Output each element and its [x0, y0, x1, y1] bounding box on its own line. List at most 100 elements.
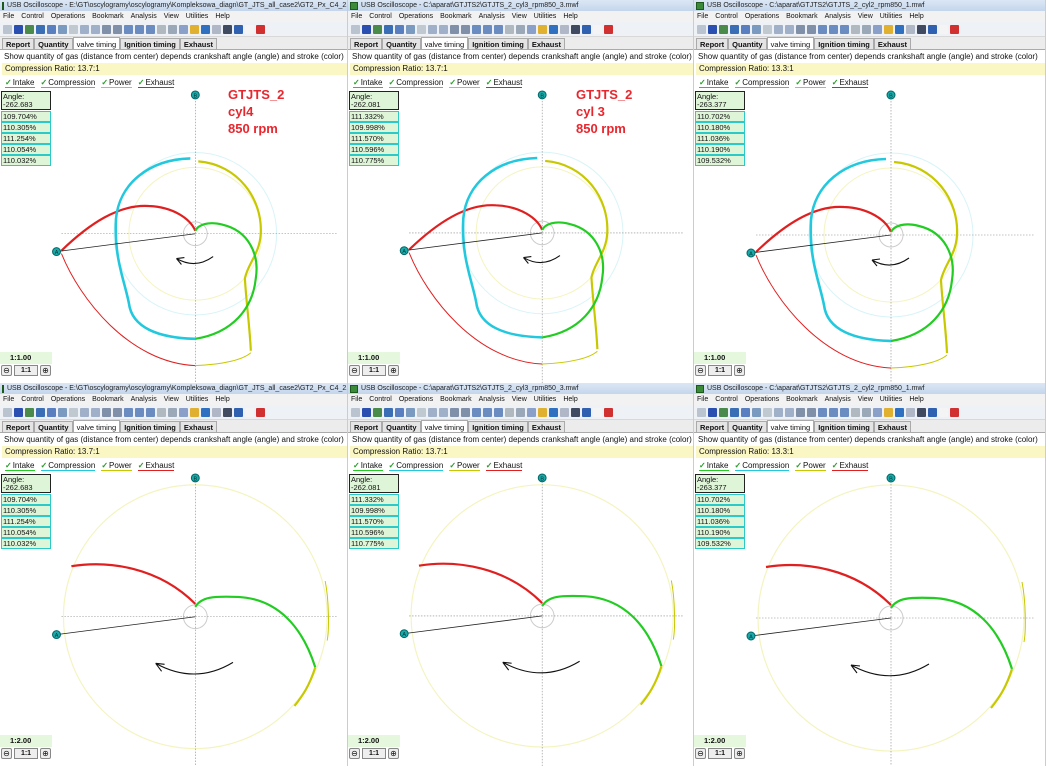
toolbar-button-icon[interactable]: [135, 24, 144, 34]
toolbar-button-icon[interactable]: [102, 24, 111, 34]
toolbar-button-icon[interactable]: [505, 24, 514, 34]
toolbar-button-icon[interactable]: [223, 24, 232, 34]
toolbar-button-icon[interactable]: [69, 24, 78, 34]
toolbar-button-icon[interactable]: [25, 407, 34, 417]
zoom-out-button[interactable]: ⊖: [349, 748, 360, 759]
toolbar-button-icon[interactable]: [461, 24, 470, 34]
marker-a-handle[interactable]: A: [52, 630, 61, 639]
legend-checkbox-intake[interactable]: ✓ Intake: [353, 461, 383, 471]
menu-item[interactable]: Operations: [50, 13, 86, 20]
marker-a-handle[interactable]: A: [746, 631, 756, 641]
toolbar-button-icon[interactable]: [538, 407, 547, 417]
menu-item[interactable]: View: [857, 13, 873, 20]
menu-item[interactable]: Control: [21, 13, 44, 20]
menu-item[interactable]: Utilities: [879, 396, 903, 403]
toolbar-button-icon[interactable]: [763, 407, 772, 417]
toolbar-button-icon[interactable]: [91, 24, 100, 34]
tab-exhaust[interactable]: Exhaust: [179, 421, 218, 432]
marker-b-handle[interactable]: B: [190, 473, 200, 482]
legend-checkbox-intake[interactable]: ✓ Intake: [353, 78, 383, 88]
menu-item[interactable]: View: [857, 396, 873, 403]
toolbar-button-icon[interactable]: [245, 407, 254, 417]
toolbar-button-icon[interactable]: [549, 24, 558, 34]
legend-checkbox-intake[interactable]: ✓ Intake: [5, 78, 35, 88]
toolbar-button-icon[interactable]: [190, 407, 199, 417]
toolbar-button-icon[interactable]: [708, 24, 717, 34]
tab-exhaust[interactable]: Exhaust: [873, 38, 912, 49]
tab-ignition-timing[interactable]: Ignition timing: [120, 38, 180, 49]
toolbar-button-icon[interactable]: [483, 407, 492, 417]
toolbar-button-icon[interactable]: [3, 24, 12, 34]
tab-valve-timing[interactable]: valve timing: [766, 37, 815, 49]
tab-report[interactable]: Report: [696, 38, 729, 49]
zoom-out-button[interactable]: ⊖: [695, 748, 706, 759]
zoom-in-button[interactable]: ⊕: [388, 365, 399, 376]
toolbar-button-icon[interactable]: [362, 407, 371, 417]
legend-checkbox-compression[interactable]: ✓ Compression: [388, 78, 444, 88]
tab-valve-timing[interactable]: valve timing: [420, 37, 469, 49]
zoom-in-button[interactable]: ⊕: [40, 365, 51, 376]
toolbar-button-icon[interactable]: [741, 407, 750, 417]
menu-item[interactable]: Operations: [398, 396, 434, 403]
menu-item[interactable]: Operations: [398, 13, 434, 20]
toolbar-button-icon[interactable]: [494, 24, 503, 34]
legend-checkbox-exhaust[interactable]: ✓ Exhaust: [485, 78, 523, 88]
toolbar-button-icon[interactable]: [223, 407, 232, 417]
toolbar-button-icon[interactable]: [697, 407, 706, 417]
tab-quantity[interactable]: Quantity: [34, 38, 73, 49]
toolbar-button-icon[interactable]: [190, 24, 199, 34]
tab-valve-timing[interactable]: valve timing: [420, 420, 469, 432]
menu-item[interactable]: Control: [715, 13, 738, 20]
legend-checkbox-power[interactable]: ✓ Power: [101, 78, 132, 88]
menu-item[interactable]: Help: [215, 13, 230, 20]
toolbar-button-icon[interactable]: [785, 24, 794, 34]
zoom-out-button[interactable]: ⊖: [349, 365, 360, 376]
menu-item[interactable]: Analysis: [130, 396, 157, 403]
zoom-in-button[interactable]: ⊕: [734, 365, 745, 376]
menu-item[interactable]: Utilities: [185, 13, 209, 20]
toolbar-button-icon[interactable]: [950, 407, 959, 417]
toolbar-button-icon[interactable]: [593, 24, 602, 34]
menu-item[interactable]: Analysis: [824, 396, 851, 403]
tab-quantity[interactable]: Quantity: [34, 421, 73, 432]
toolbar-button-icon[interactable]: [549, 407, 558, 417]
tab-report[interactable]: Report: [2, 38, 35, 49]
toolbar-button-icon[interactable]: [928, 24, 937, 34]
toolbar-button-icon[interactable]: [895, 407, 904, 417]
toolbar-button-icon[interactable]: [47, 407, 56, 417]
toolbar-button-icon[interactable]: [604, 24, 613, 34]
tab-quantity[interactable]: Quantity: [382, 421, 421, 432]
menu-item[interactable]: Help: [215, 396, 230, 403]
toolbar-button-icon[interactable]: [483, 24, 492, 34]
toolbar-button-icon[interactable]: [80, 407, 89, 417]
legend-checkbox-exhaust[interactable]: ✓ Exhaust: [831, 461, 869, 471]
toolbar-button-icon[interactable]: [3, 407, 12, 417]
menu-item[interactable]: Operations: [50, 396, 86, 403]
toolbar-button-icon[interactable]: [873, 407, 882, 417]
toolbar-button-icon[interactable]: [730, 407, 739, 417]
toolbar-button-icon[interactable]: [362, 24, 371, 34]
menu-item[interactable]: Operations: [744, 396, 780, 403]
toolbar-button-icon[interactable]: [950, 24, 959, 34]
toolbar-button-icon[interactable]: [560, 407, 569, 417]
toolbar-button-icon[interactable]: [179, 24, 188, 34]
toolbar-button-icon[interactable]: [593, 407, 602, 417]
toolbar-button-icon[interactable]: [571, 407, 580, 417]
menu-item[interactable]: View: [511, 13, 527, 20]
tab-valve-timing[interactable]: valve timing: [72, 37, 121, 49]
toolbar-button-icon[interactable]: [36, 407, 45, 417]
toolbar-button-icon[interactable]: [113, 24, 122, 34]
menu-item[interactable]: File: [697, 396, 709, 403]
legend-checkbox-compression[interactable]: ✓ Compression: [734, 78, 790, 88]
toolbar-button-icon[interactable]: [428, 407, 437, 417]
tab-exhaust[interactable]: Exhaust: [527, 38, 566, 49]
tab-ignition-timing[interactable]: Ignition timing: [814, 38, 874, 49]
toolbar-button-icon[interactable]: [906, 407, 915, 417]
toolbar-button-icon[interactable]: [373, 24, 382, 34]
toolbar-button-icon[interactable]: [439, 407, 448, 417]
tab-exhaust[interactable]: Exhaust: [527, 421, 566, 432]
menu-item[interactable]: File: [697, 13, 709, 20]
toolbar-button-icon[interactable]: [763, 24, 772, 34]
toolbar-button-icon[interactable]: [796, 407, 805, 417]
toolbar-button-icon[interactable]: [582, 407, 591, 417]
